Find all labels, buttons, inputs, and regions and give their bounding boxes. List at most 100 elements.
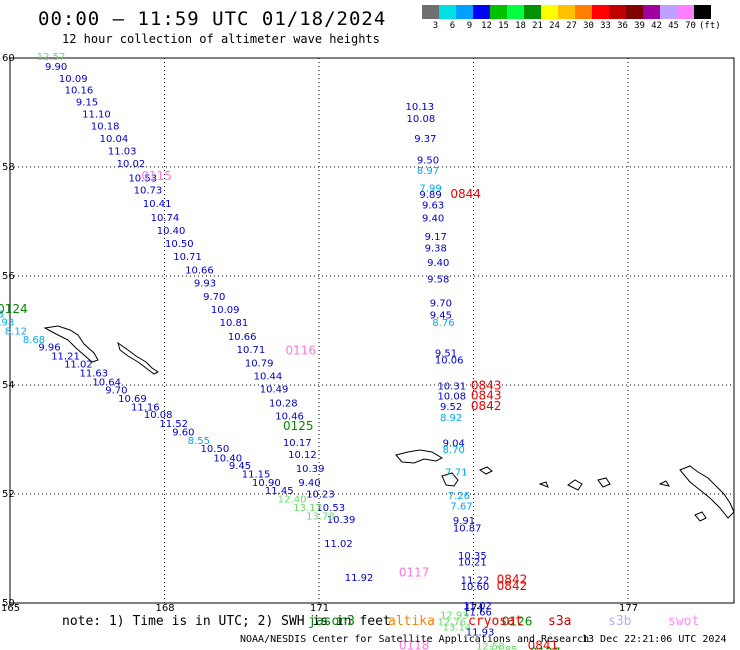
wave-height-value: 10.64 [92,378,121,389]
pass-time-label: 0126 [502,614,533,628]
wave-height-value: 13.17 [293,503,322,514]
wave-height-value: 10.53 [128,174,157,185]
wave-height-value: 7.26 [448,491,470,502]
kiska-island [567,479,583,491]
wave-height-value: 11.63 [80,368,109,379]
wave-height-value: 9.96 [38,343,60,354]
wave-height-value: 10.50 [201,444,230,455]
wave-height-value: 9.70 [105,386,127,397]
wave-height-value: 9.70 [430,299,452,310]
credit-text: NOAA/NESDIS Center for Satellite Applica… [240,634,590,645]
wave-height-value: 11.02 [324,539,353,550]
wave-height-value: 10.23 [306,489,335,500]
wave-height-value: 10.81 [220,318,249,329]
wave-height-value: 9.45 [229,461,251,472]
wave-height-value: 10.66 [228,332,257,343]
wave-height-value: 9.40 [298,478,320,489]
scale-label: 27 [566,21,577,31]
scale-swatch [575,5,592,19]
wave-height-value: 10.09 [211,305,240,316]
scale-label: 12 [481,21,492,31]
wave-height-value: 11.03 [108,146,137,157]
agattu-island [441,472,459,487]
wave-height-value: 10.74 [151,213,180,224]
scale-label: 15 [498,21,509,31]
scale-swatch [422,5,439,19]
near-islet-2 [658,480,671,487]
scale-label: 21 [532,21,543,31]
wave-height-value: 10.28 [269,398,298,409]
wave-height-value: 10.39 [327,515,356,526]
map-title: 00:00 — 11:59 UTC 01/18/2024 [38,8,387,30]
longitude-label: 177 [619,603,638,614]
latitude-label: 58 [2,162,15,173]
wave-height-value: 9.58 [427,275,449,286]
scale-label: 3 [432,21,439,31]
semisopochnoi-island [694,511,707,522]
wave-height-value: 10.08 [144,410,173,421]
scale-label: 36 [617,21,628,31]
wave-height-value: 10.06 [435,356,464,367]
wave-height-value: 8.12 [5,326,27,337]
scale-label: 39 [634,21,645,31]
wave-height-value: 11.66 [463,608,492,619]
wave-height-value: 11.21 [51,351,80,362]
wave-height-value: 8.93 [0,309,4,320]
scale-label: 30 [583,21,594,31]
scale-swatch [473,5,490,19]
satellite-legend-s3a: s3a [548,614,572,629]
wave-height-value: 11.02 [463,601,492,612]
wave-height-value: 10.40 [157,226,186,237]
wave-height-value: 9.60 [172,428,194,439]
graticule [10,58,734,604]
wave-height-value: 10.12 [288,450,317,461]
satellite-legend-altika: altika [388,614,435,629]
wave-height-value: 12.76 [437,617,466,628]
wave-height-value: 11.92 [345,573,374,584]
scale-label: 24 [549,21,560,31]
wave-height-value: 10.49 [260,385,289,396]
scale-label: (ft) [699,21,721,31]
scale-swatch [592,5,609,19]
wave-height-value: 11.52 [159,419,188,430]
attu-island [395,449,444,464]
latitude-label: 60 [2,53,15,64]
wave-height-value: 11.15 [242,470,271,481]
amchitka-island [679,465,735,519]
wave-height-value: 9.91 [453,516,475,527]
scale-swatch [609,5,626,19]
longitude-label: 165 [1,603,20,614]
pass-time-label: 0843 [471,378,502,392]
scale-swatch [694,5,711,19]
scale-swatch [490,5,507,19]
wave-height-value: 10.40 [213,453,242,464]
latitude-label: 50 [2,598,15,609]
scale-swatch [524,5,541,19]
near-islet-1 [538,481,549,488]
scale-swatch [456,5,473,19]
medny-island [117,341,159,375]
timestamp-text: 13 Dec 22:21:06 UTC 2024 [582,634,727,645]
wave-height-value: 10.04 [100,134,129,145]
pass-time-label: 0844 [450,187,481,201]
longitude-label: 171 [310,603,329,614]
wave-height-value: 10.71 [237,345,266,356]
wave-height-value: 7.99 [419,184,441,195]
wave-height-value: 10.79 [245,358,274,369]
wave-height-value: 10.53 [316,503,345,514]
wave-height-value: 10.87 [453,524,482,535]
wave-height-value: 10.31 [437,381,466,392]
wave-height-value: 10.46 [275,411,304,422]
wave-height-value: 10.41 [143,199,172,210]
pass-time-label: 0841 [528,638,559,650]
wave-height-value: 9.93 [194,278,216,289]
pass-time-label: 0125 [283,419,314,433]
satellite-legend-swot: swot [668,614,700,629]
wave-height-value: 10.71 [173,252,202,263]
pass-time-label: 0117 [399,565,430,579]
wave-height-value: 9.52 [440,402,462,413]
wave-height-value: 9.37 [414,134,436,145]
scale-label: 18 [515,21,526,31]
